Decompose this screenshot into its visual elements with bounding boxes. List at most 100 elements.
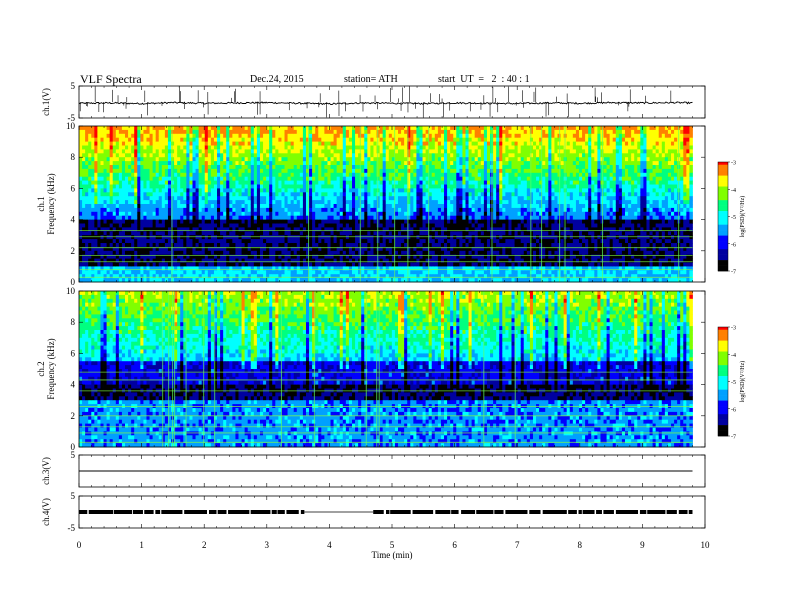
spectrogram-cell (137, 223, 141, 228)
spectrogram-cell (345, 180, 350, 185)
spectrogram-cell (198, 207, 203, 213)
spectrogram-cell (299, 141, 304, 146)
spectrogram-cell (407, 204, 411, 209)
spectrogram-cell (419, 126, 423, 131)
spectrogram-cell (91, 227, 95, 232)
spectrogram-cell (437, 180, 442, 185)
spectrogram-cell (223, 133, 227, 139)
spectrogram-cell (259, 157, 264, 162)
spectrogram-cell (434, 215, 439, 220)
spectrogram-cell (376, 176, 381, 181)
spectrogram-cell (226, 192, 230, 197)
spectrogram-cell (444, 141, 448, 146)
spectrogram-cell (235, 200, 239, 205)
spectrogram-cell (293, 196, 298, 201)
spectrogram-cell (167, 211, 172, 217)
spectrogram-cell (186, 129, 190, 135)
spectrogram-cell (394, 161, 399, 166)
spectrogram-cell (333, 262, 338, 267)
spectrogram-cell (278, 153, 282, 158)
spectrogram-cell (131, 254, 135, 259)
spectrogram-cell (94, 215, 98, 220)
spectrogram-cell (152, 266, 157, 271)
spectrogram-cell (223, 235, 227, 240)
spectrogram-cell (241, 239, 246, 244)
spectrogram-cell (293, 165, 298, 170)
spectrogram-cell (284, 204, 288, 209)
spectrogram-cell (401, 196, 405, 201)
spectrogram-cell (361, 126, 365, 131)
spectrogram-cell (241, 165, 246, 170)
spectrogram-cell (401, 137, 405, 142)
spectrogram-cell (109, 266, 114, 271)
spectrogram-cell (247, 219, 252, 224)
spectrogram-cell (385, 200, 390, 205)
spectrogram-cell (137, 168, 141, 174)
spectrogram-cell (112, 133, 117, 139)
spectrogram-cell (293, 270, 298, 275)
spectrogram-cell (447, 141, 451, 146)
spectrogram-cell (263, 165, 267, 170)
spectrogram-cell (266, 188, 270, 193)
spectrogram-cell (299, 168, 304, 174)
spectrogram-cell (275, 258, 279, 263)
spectrogram-cell (85, 184, 89, 189)
spectrogram-cell (97, 266, 101, 271)
spectrogram-cell (428, 246, 433, 252)
spectrogram-cell (158, 180, 163, 185)
spectrogram-cell (290, 168, 295, 174)
spectrogram-cell (121, 204, 126, 209)
spectrogram-cell (388, 211, 393, 217)
spectrogram-cell (155, 161, 160, 166)
spectrogram-cell (171, 243, 175, 248)
spectrogram-cell (404, 211, 408, 217)
spectrogram-cell (379, 157, 384, 162)
spectrogram-cell (241, 246, 246, 252)
spectrogram-cell (416, 207, 420, 213)
spectrogram-cell (355, 161, 359, 166)
spectrogram-cell (404, 133, 408, 139)
spectrogram-cell (109, 133, 114, 139)
spectrogram-cell (259, 204, 264, 209)
spectrogram-cell (109, 211, 114, 217)
spectrogram-cell (324, 168, 328, 174)
spectrogram-cell (272, 145, 276, 150)
spectrogram-cell (398, 172, 402, 178)
spectrogram-cell (370, 145, 374, 150)
spectrogram-cell (352, 204, 356, 209)
spectrogram-cell (361, 231, 365, 236)
spectrogram-cell (213, 274, 218, 279)
spectrogram-cell (404, 145, 408, 150)
spectrogram-cell (112, 137, 117, 142)
spectrogram-cell (195, 145, 200, 150)
spectrogram-cell (444, 254, 448, 259)
spectrogram-cell (210, 215, 215, 220)
spectrogram-cell (88, 192, 92, 197)
spectrogram-cell (183, 278, 187, 283)
spectrogram-cell (213, 243, 218, 248)
spectrogram-cell (171, 129, 175, 135)
spectrogram-cell (287, 129, 292, 135)
spectrogram-cell (413, 141, 417, 146)
spectrogram-cell (339, 204, 344, 209)
spectrogram-cell (290, 278, 295, 283)
spectrogram-cell (106, 176, 111, 181)
spectrogram-cell (174, 133, 178, 139)
spectrogram-cell (422, 246, 427, 252)
spectrogram-cell (106, 145, 111, 150)
spectrogram-cell (220, 192, 224, 197)
spectrogram-cell (287, 165, 292, 170)
spectrogram-cell (327, 231, 331, 236)
spectrogram-cell (321, 243, 325, 248)
spectrogram-cell (434, 243, 439, 248)
spectrogram-cell (195, 180, 200, 185)
spectrogram-cell (85, 278, 89, 283)
spectrogram-cell (318, 266, 322, 271)
spectrogram-cell (171, 172, 175, 178)
spectrogram-cell (241, 149, 246, 154)
spectrogram-cell (312, 188, 316, 193)
spectrogram-cell (413, 196, 417, 201)
spectrogram-cell (339, 168, 344, 174)
spectrogram-cell (324, 266, 328, 271)
spectrogram-cell (339, 235, 344, 240)
